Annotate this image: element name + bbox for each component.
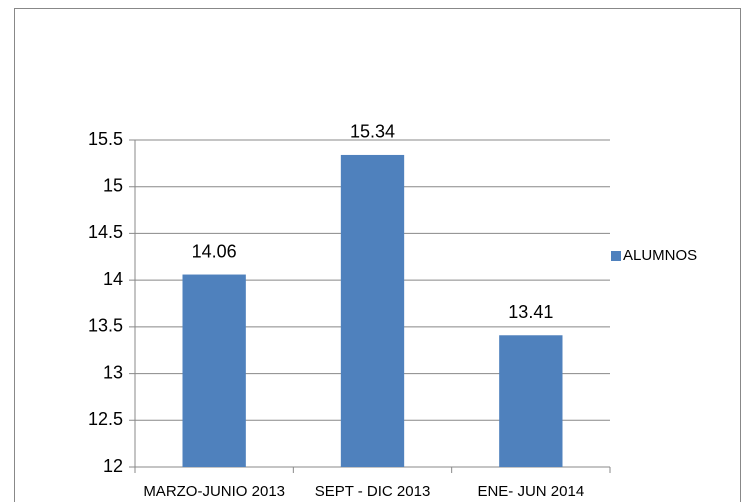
bar — [340, 154, 405, 467]
y-tick-label: 13.5 — [88, 316, 123, 336]
data-label: 15.34 — [350, 122, 395, 142]
y-tick-label: 12 — [103, 456, 123, 476]
y-tick-label: 15.5 — [88, 129, 123, 149]
legend-label: ALUMNOS — [623, 247, 697, 264]
y-tick-label: 13 — [103, 362, 123, 382]
data-label: 14.06 — [192, 241, 237, 261]
x-tick-label: MARZO-JUNIO 2013 — [143, 483, 285, 500]
data-label: 13.41 — [508, 302, 553, 322]
y-tick-label: 14 — [103, 269, 123, 289]
legend-swatch — [611, 251, 621, 261]
bar — [182, 274, 246, 467]
y-tick-label: 12.5 — [88, 409, 123, 429]
x-tick-label: SEPT - DIC 2013 — [315, 483, 431, 500]
bar — [499, 335, 563, 467]
y-tick-label: 14.5 — [88, 222, 123, 242]
y-tick-label: 15 — [103, 175, 123, 195]
x-tick-label: ENE- JUN 2014 — [477, 483, 584, 500]
